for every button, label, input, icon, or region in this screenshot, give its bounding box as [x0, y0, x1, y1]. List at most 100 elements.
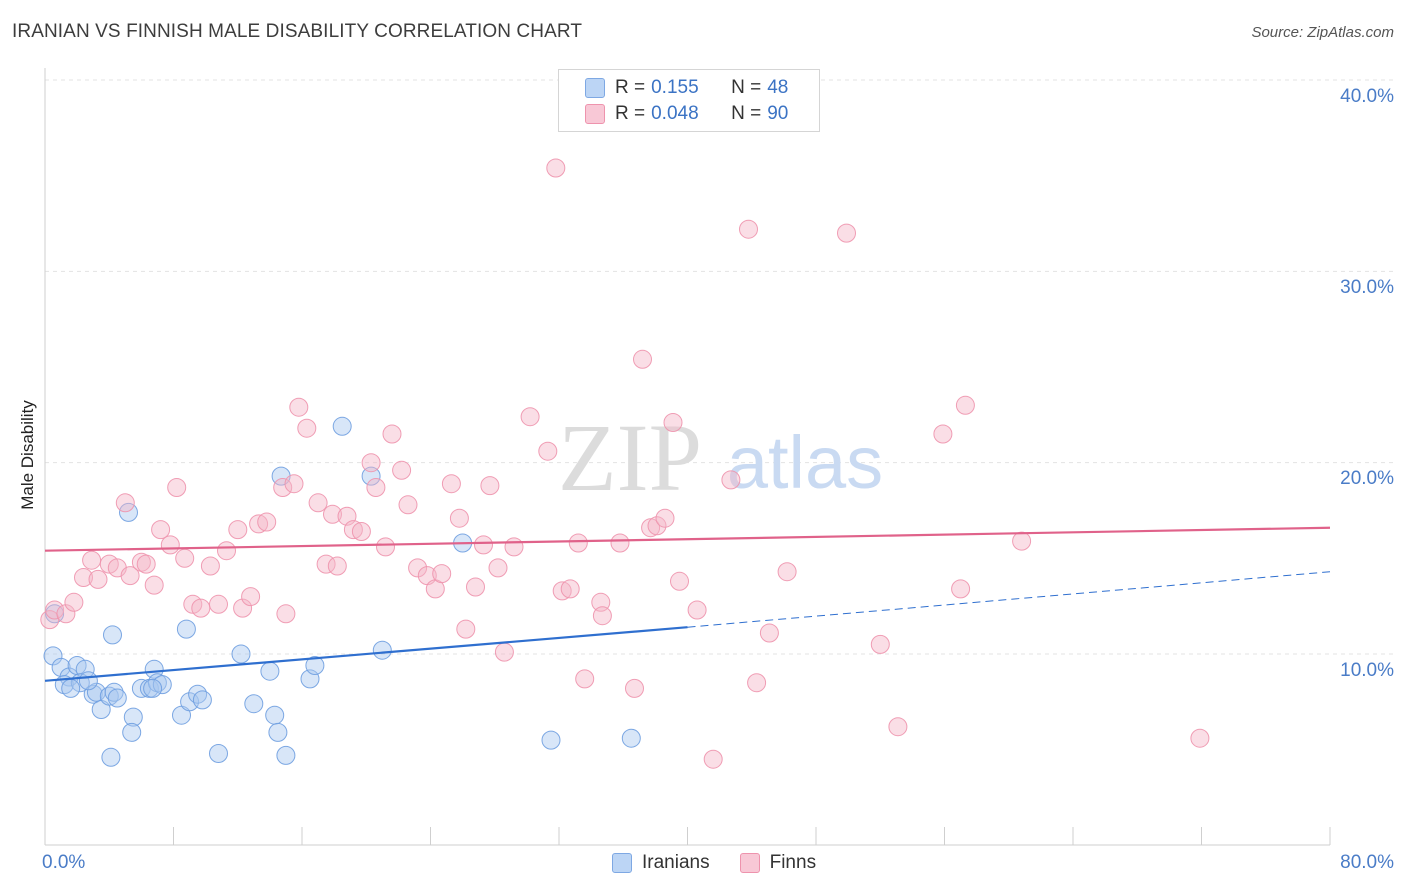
- point-finns: [273, 478, 293, 497]
- trend-extension-iranians: [687, 571, 1331, 628]
- point-iranians: [372, 640, 392, 660]
- point-finns: [520, 407, 540, 427]
- y-tick-30: 30.0%: [1340, 277, 1394, 298]
- point-iranians: [268, 722, 288, 742]
- point-iranians: [103, 625, 122, 645]
- point-iranians: [78, 671, 98, 691]
- point-finns: [209, 594, 228, 614]
- point-finns: [276, 604, 296, 624]
- point-iranians: [260, 661, 280, 681]
- point-finns: [759, 623, 779, 643]
- point-finns: [441, 474, 461, 494]
- legend-swatch-finns: [739, 853, 760, 873]
- point-iranians: [107, 688, 127, 708]
- point-finns: [933, 424, 953, 444]
- point-finns: [398, 495, 418, 515]
- data-points: [40, 158, 1210, 769]
- point-iranians: [61, 678, 81, 698]
- point-finns: [456, 619, 476, 639]
- x-tick-max: 80.0%: [1340, 852, 1394, 873]
- series-legend: Iranians Finns: [612, 852, 846, 874]
- point-iranians: [361, 466, 381, 486]
- legend-label-finns: Finns: [769, 852, 817, 873]
- legend-n-value: 90: [767, 103, 789, 124]
- point-finns: [568, 533, 588, 553]
- point-finns: [382, 424, 402, 444]
- point-finns: [552, 581, 572, 601]
- legend-swatch-finns: [585, 104, 605, 124]
- trend-line-finns: [44, 526, 1331, 552]
- legend-row-iranians: R = 0.155 N = 48: [585, 76, 788, 100]
- point-finns: [167, 478, 187, 497]
- legend-item-iranians[interactable]: Iranians: [612, 852, 710, 874]
- point-finns: [466, 577, 485, 597]
- point-finns: [670, 571, 689, 591]
- point-finns: [1012, 531, 1032, 551]
- legend-item-finns[interactable]: Finns: [739, 852, 817, 874]
- legend-swatch-iranians: [585, 78, 605, 98]
- point-finns: [351, 522, 371, 541]
- point-finns: [64, 592, 84, 612]
- point-iranians: [152, 675, 172, 695]
- point-finns: [249, 514, 269, 534]
- point-iranians: [332, 416, 352, 436]
- point-finns: [488, 558, 508, 578]
- y-tick-20: 20.0%: [1340, 468, 1394, 489]
- point-iranians: [43, 646, 63, 666]
- gridlines: [45, 79, 1395, 655]
- stats-legend: R = 0.155 N = 48 R = 0.048 N = 90: [558, 69, 820, 132]
- point-iranians: [265, 705, 285, 725]
- legend-row-finns: R = 0.048 N = 90: [585, 102, 788, 126]
- point-finns: [1190, 728, 1210, 748]
- y-tick-40: 40.0%: [1340, 86, 1394, 107]
- chart-title: IRANIAN VS FINNISH MALE DISABILITY CORRE…: [12, 21, 583, 42]
- point-finns: [136, 554, 156, 574]
- point-finns: [955, 395, 975, 415]
- point-finns: [647, 516, 667, 536]
- watermark-zip: ZIP: [558, 404, 702, 511]
- point-finns: [88, 569, 108, 589]
- point-iranians: [123, 707, 143, 727]
- trend-line-iranians: [44, 626, 688, 682]
- point-iranians: [244, 694, 264, 714]
- point-finns: [777, 562, 797, 582]
- y-axis-label: Male Disability: [18, 400, 37, 510]
- point-iranians: [209, 744, 228, 763]
- point-finns: [257, 512, 277, 532]
- legend-swatch-iranians: [612, 853, 632, 873]
- point-iranians: [104, 682, 124, 702]
- point-finns: [432, 564, 452, 584]
- point-finns: [546, 158, 566, 178]
- point-finns: [392, 460, 412, 480]
- point-finns: [474, 535, 493, 555]
- point-finns: [494, 642, 514, 662]
- point-iranians: [231, 644, 251, 664]
- legend-n-label: N =: [731, 103, 762, 124]
- point-iranians: [122, 722, 142, 742]
- y-tick-10: 10.0%: [1340, 660, 1394, 681]
- point-finns: [343, 520, 363, 540]
- point-finns: [361, 453, 381, 473]
- legend-r-label: R =: [615, 77, 646, 98]
- point-iranians: [541, 730, 561, 750]
- point-iranians: [192, 690, 212, 710]
- source-label: Source: ZipAtlas.com: [1251, 24, 1394, 41]
- legend-r-value: 0.048: [651, 103, 699, 124]
- point-finns: [217, 541, 236, 561]
- trend-lines: [44, 526, 1331, 682]
- point-finns: [625, 678, 644, 698]
- point-finns: [56, 604, 76, 624]
- point-finns: [641, 518, 661, 538]
- point-iranians: [101, 747, 121, 767]
- x-tick-min: 0.0%: [42, 852, 86, 873]
- legend-r-value: 0.155: [651, 77, 699, 98]
- point-finns: [289, 397, 309, 417]
- point-finns: [560, 579, 580, 599]
- point-finns: [633, 349, 652, 369]
- point-finns: [703, 749, 723, 769]
- point-finns: [200, 556, 220, 576]
- point-finns: [120, 566, 140, 586]
- legend-n-label: N =: [731, 77, 762, 98]
- point-finns: [284, 474, 304, 494]
